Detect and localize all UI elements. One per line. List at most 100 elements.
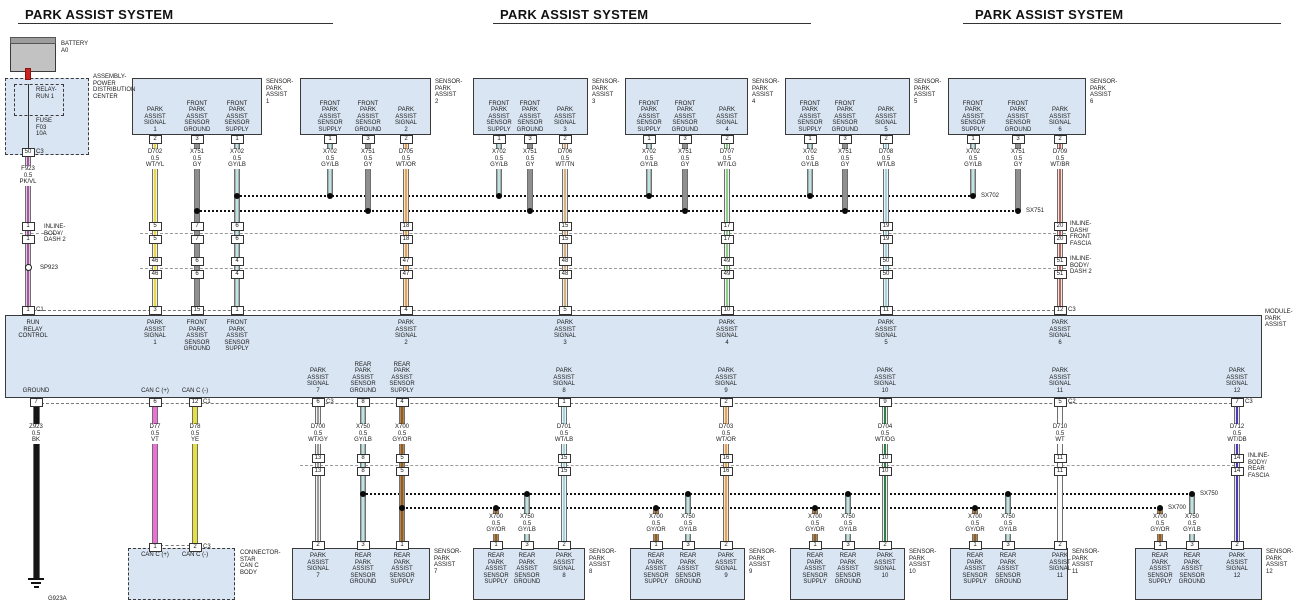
inline-connector-label: INLINE- DASH/ FRONT FASCIA <box>1070 221 1092 247</box>
sensor-pin-label: REAR PARK ASSIST SENSOR SUPPLY <box>643 553 669 585</box>
wire-label: D700 0.5 WT/GY <box>303 424 333 444</box>
inline-pin-box: 46 <box>148 257 162 266</box>
wire-label: X700 0.5 GY/OR <box>801 514 829 534</box>
inline-pin-box: 6 <box>230 235 244 244</box>
sensor-pin-label: PARK ASSIST SIGNAL 5 <box>874 107 897 133</box>
inline-pin-box: 7 <box>190 235 204 244</box>
sensor-pin-label: PARK ASSIST SIGNAL 7 <box>306 553 329 579</box>
sensor-pin-label: FRONT PARK ASSIST SENSOR GROUND <box>671 100 699 133</box>
junction-dot <box>970 193 976 199</box>
inline-connector-label: INLINE- BODY/ DASH 2 <box>1070 256 1092 275</box>
wire-label: D704 0.5 WT/DG <box>870 424 900 444</box>
sensor-park-assist-box <box>948 78 1086 135</box>
wire-X702 <box>807 144 813 196</box>
fuse-label: FUSE F03 10A <box>36 118 53 137</box>
module-pin-label: PARK ASSIST SIGNAL 9 <box>714 368 737 394</box>
wire-label: X702 0.5 GY/LB <box>958 149 988 169</box>
inline-pin-box: 15 <box>557 467 571 476</box>
connector-row-line <box>36 403 1237 404</box>
module-pin-label: PARK ASSIST SIGNAL 1 <box>143 320 166 346</box>
inline-connector-label: INLINE- BODY/ DASH 2 <box>44 224 66 243</box>
inline-pin-box: 15 <box>557 454 571 463</box>
page-title-center: PARK ASSIST SYSTEM <box>500 7 649 22</box>
sensor-pin-label: REAR PARK ASSIST SENSOR SUPPLY <box>802 553 828 585</box>
star-pin-box: 1 <box>148 543 162 552</box>
sensor-pin-box: 2 <box>311 541 325 550</box>
ground-symbol <box>28 578 44 580</box>
junction-dot <box>234 193 240 199</box>
wire-label: D706 0.5 WT/TN <box>550 149 580 169</box>
inline-pin-box: 50 <box>879 270 893 279</box>
inline-pin-box: 14 <box>1230 467 1244 476</box>
inline-row-line <box>300 465 1240 466</box>
sensor-pin-label: REAR PARK ASSIST SENSOR SUPPLY <box>962 553 988 585</box>
module-pin-box: 1 <box>557 398 571 407</box>
module-pin-label: REAR PARK ASSIST SENSOR GROUND <box>349 361 377 394</box>
wire-label: D78 0.5 YE <box>180 424 210 444</box>
junction-dot <box>496 193 502 199</box>
inline-pin-box: 13 <box>311 454 325 463</box>
inline-pin-box: 1 <box>21 222 35 231</box>
inline-pin-box: 6 <box>190 257 204 266</box>
module-pin-box: 1 <box>230 306 244 315</box>
inline-pin-box: 19 <box>879 222 893 231</box>
wire-label: X750 0.5 GY/LB <box>513 514 541 534</box>
wire-label: D702 0.5 WT/YL <box>140 149 170 169</box>
sensor-label: SENSOR- PARK ASSIST 4 <box>752 79 780 105</box>
page-title-left: PARK ASSIST SYSTEM <box>25 7 174 22</box>
sensor-pin-box: 1 <box>230 135 244 144</box>
inline-pin-box: 48 <box>558 270 572 279</box>
sensor-label: SENSOR- PARK ASSIST 6 <box>1090 79 1118 105</box>
inline-pin-box: 18 <box>399 222 413 231</box>
sensor-pin-label: REAR PARK ASSIST SENSOR GROUND <box>1178 553 1206 585</box>
module-pin-box: 6 <box>311 398 325 407</box>
sensor-pin-label: FRONT PARK ASSIST SENSOR GROUND <box>516 100 544 133</box>
sensor-pin-box: 1 <box>323 135 337 144</box>
module-pin-label: CAN C (-) <box>181 387 209 394</box>
sensor-pin-label: PARK ASSIST SIGNAL 11 <box>1048 553 1071 579</box>
inline-row-line <box>140 233 1066 234</box>
junction-dot <box>807 193 813 199</box>
wire-label: X700 0.5 GY/OR <box>1146 514 1174 534</box>
sensor-pin-label: FRONT PARK ASSIST SENSOR SUPPLY <box>317 100 343 133</box>
sensor-pin-box: 1 <box>968 541 982 550</box>
sensor-pin-box: 2 <box>879 135 893 144</box>
junction-dot <box>646 193 652 199</box>
sensor-park-assist-box <box>473 78 588 135</box>
inline-pin-box: 1 <box>21 235 35 244</box>
module-pin-label: PARK ASSIST SIGNAL 6 <box>1048 320 1071 346</box>
module-pin-box: 12 <box>188 398 202 407</box>
module-pin-label: PARK ASSIST SIGNAL 3 <box>553 320 576 346</box>
module-pin-label: RUN RELAY CONTROL <box>18 320 48 339</box>
sensor-pin-box: 1 <box>489 541 503 550</box>
connector-label: C1 <box>36 307 44 313</box>
inline-connector-label: INLINE- BODY/ REAR FASCIA <box>1248 453 1270 479</box>
wire-D77 <box>152 407 158 543</box>
junction-dot <box>365 208 371 214</box>
wire-label: X751 0.5 GY <box>515 149 545 169</box>
module-pin-label: GROUND <box>22 387 50 394</box>
wire-label: X700 0.5 GY/OR <box>961 514 989 534</box>
sensor-pin-label: PARK ASSIST SIGNAL 4 <box>715 107 738 133</box>
sensor-label: SENSOR- PARK ASSIST 9 <box>749 549 777 575</box>
sensor-label: SENSOR- PARK ASSIST 1 <box>266 79 294 105</box>
inline-pin-box: 4 <box>230 270 244 279</box>
wire-label: Z923 0.5 BK <box>21 424 51 444</box>
module-pin-label: PARK ASSIST SIGNAL 11 <box>1048 368 1071 394</box>
module-label: MODULE- PARK ASSIST <box>1265 309 1293 328</box>
wire-label: X750 0.5 GY/LB <box>994 514 1022 534</box>
inline-pin-box: 18 <box>399 235 413 244</box>
sensor-label: SENSOR- PARK ASSIST 5 <box>914 79 942 105</box>
sensor-pin-box: 3 <box>190 135 204 144</box>
module-pin-label: PARK ASSIST SIGNAL 12 <box>1225 368 1248 394</box>
wire-label: X751 0.5 GY <box>670 149 700 169</box>
module-pin-label: FRONT PARK ASSIST SENSOR SUPPLY <box>224 320 250 352</box>
sensor-pin-box: 1 <box>966 135 980 144</box>
inline-pin-box: 49 <box>720 257 734 266</box>
sensor-pin-box: 2 <box>719 541 733 550</box>
can-star-connector-box <box>128 548 235 600</box>
connector-label: C3 <box>1068 307 1076 313</box>
connector-label: C3 <box>203 544 211 550</box>
wire-D78 <box>192 407 198 543</box>
inline-pin-box: 13 <box>311 467 325 476</box>
